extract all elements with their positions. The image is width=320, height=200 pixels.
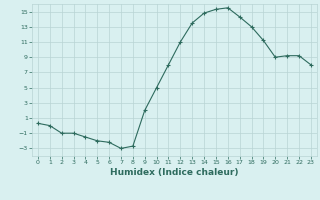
X-axis label: Humidex (Indice chaleur): Humidex (Indice chaleur)	[110, 168, 239, 177]
